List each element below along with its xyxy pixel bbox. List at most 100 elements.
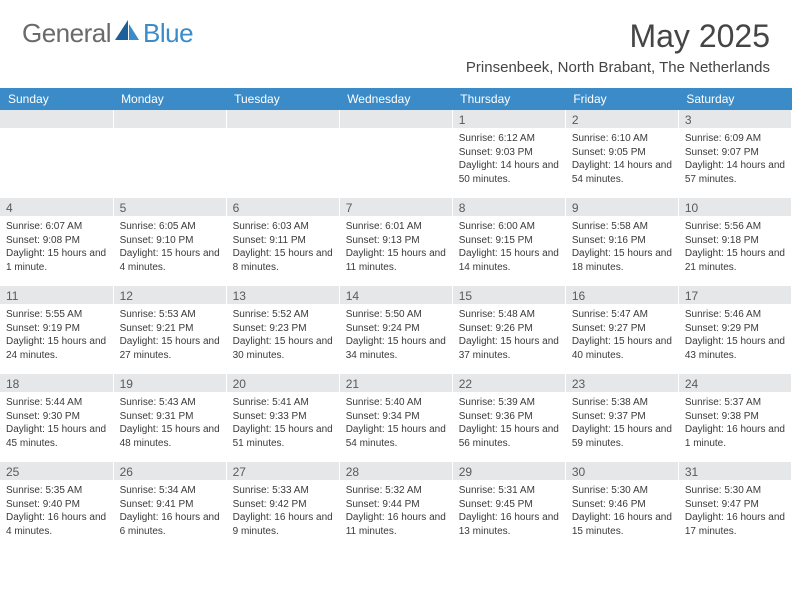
weekday-header: Monday [113,88,226,110]
sunrise-text: Sunrise: 5:58 AM [572,220,672,234]
sunset-text: Sunset: 9:45 PM [459,498,559,512]
calendar-day-cell: 27Sunrise: 5:33 AMSunset: 9:42 PMDayligh… [226,462,339,550]
day-details: Sunrise: 5:38 AMSunset: 9:37 PMDaylight:… [566,392,678,454]
day-details: Sunrise: 5:41 AMSunset: 9:33 PMDaylight:… [227,392,339,454]
sunset-text: Sunset: 9:10 PM [120,234,220,248]
daylight-text: Daylight: 16 hours and 17 minutes. [685,511,785,538]
calendar-day-cell: 21Sunrise: 5:40 AMSunset: 9:34 PMDayligh… [339,374,452,462]
calendar-day-cell [226,110,339,198]
day-number: 21 [340,374,452,392]
month-title: May 2025 [466,18,770,55]
day-details: Sunrise: 6:07 AMSunset: 9:08 PMDaylight:… [0,216,113,278]
calendar-week-row: 11Sunrise: 5:55 AMSunset: 9:19 PMDayligh… [0,286,792,374]
daylight-text: Daylight: 15 hours and 1 minute. [6,247,107,274]
sunrise-text: Sunrise: 5:56 AM [685,220,785,234]
calendar-day-cell: 14Sunrise: 5:50 AMSunset: 9:24 PMDayligh… [339,286,452,374]
sunset-text: Sunset: 9:33 PM [233,410,333,424]
sunrise-text: Sunrise: 6:07 AM [6,220,107,234]
sunrise-text: Sunrise: 5:30 AM [685,484,785,498]
calendar-table: Sunday Monday Tuesday Wednesday Thursday… [0,88,792,550]
calendar-day-cell: 13Sunrise: 5:52 AMSunset: 9:23 PMDayligh… [226,286,339,374]
sunrise-text: Sunrise: 6:00 AM [459,220,559,234]
day-details: Sunrise: 5:48 AMSunset: 9:26 PMDaylight:… [453,304,565,366]
day-number: 14 [340,286,452,304]
day-details: Sunrise: 5:30 AMSunset: 9:46 PMDaylight:… [566,480,678,542]
day-details: Sunrise: 5:31 AMSunset: 9:45 PMDaylight:… [453,480,565,542]
sunrise-text: Sunrise: 5:33 AM [233,484,333,498]
calendar-day-cell: 4Sunrise: 6:07 AMSunset: 9:08 PMDaylight… [0,198,113,286]
day-details: Sunrise: 5:50 AMSunset: 9:24 PMDaylight:… [340,304,452,366]
sunset-text: Sunset: 9:36 PM [459,410,559,424]
sunset-text: Sunset: 9:19 PM [6,322,107,336]
sunrise-text: Sunrise: 5:39 AM [459,396,559,410]
sunset-text: Sunset: 9:21 PM [120,322,220,336]
daylight-text: Daylight: 15 hours and 40 minutes. [572,335,672,362]
sunset-text: Sunset: 9:05 PM [572,146,672,160]
day-details: Sunrise: 5:43 AMSunset: 9:31 PMDaylight:… [114,392,226,454]
sunset-text: Sunset: 9:46 PM [572,498,672,512]
daylight-text: Daylight: 15 hours and 21 minutes. [685,247,785,274]
daylight-text: Daylight: 15 hours and 4 minutes. [120,247,220,274]
day-number: 25 [0,462,113,480]
daylight-text: Daylight: 15 hours and 51 minutes. [233,423,333,450]
calendar-day-cell: 8Sunrise: 6:00 AMSunset: 9:15 PMDaylight… [452,198,565,286]
day-number [227,110,339,128]
calendar-day-cell [113,110,226,198]
sunrise-text: Sunrise: 5:34 AM [120,484,220,498]
sunset-text: Sunset: 9:29 PM [685,322,785,336]
sunrise-text: Sunrise: 6:03 AM [233,220,333,234]
day-number: 30 [566,462,678,480]
day-number: 6 [227,198,339,216]
calendar-day-cell: 26Sunrise: 5:34 AMSunset: 9:41 PMDayligh… [113,462,226,550]
daylight-text: Daylight: 15 hours and 14 minutes. [459,247,559,274]
day-number: 22 [453,374,565,392]
day-number [114,110,226,128]
sunset-text: Sunset: 9:27 PM [572,322,672,336]
calendar-day-cell: 1Sunrise: 6:12 AMSunset: 9:03 PMDaylight… [452,110,565,198]
weekday-header: Wednesday [339,88,452,110]
day-details: Sunrise: 6:09 AMSunset: 9:07 PMDaylight:… [679,128,791,190]
sunrise-text: Sunrise: 5:47 AM [572,308,672,322]
calendar-body: 1Sunrise: 6:12 AMSunset: 9:03 PMDaylight… [0,110,792,550]
day-number: 19 [114,374,226,392]
logo-sail-icon [115,20,141,47]
calendar-day-cell: 3Sunrise: 6:09 AMSunset: 9:07 PMDaylight… [678,110,791,198]
day-details: Sunrise: 5:44 AMSunset: 9:30 PMDaylight:… [0,392,113,454]
day-details [227,128,339,188]
sunrise-text: Sunrise: 5:32 AM [346,484,446,498]
daylight-text: Daylight: 15 hours and 11 minutes. [346,247,446,274]
day-number: 7 [340,198,452,216]
day-number: 15 [453,286,565,304]
weekday-header: Thursday [452,88,565,110]
day-number: 18 [0,374,113,392]
daylight-text: Daylight: 15 hours and 27 minutes. [120,335,220,362]
day-number: 10 [679,198,791,216]
sunset-text: Sunset: 9:47 PM [685,498,785,512]
day-number: 4 [0,198,113,216]
sunrise-text: Sunrise: 5:43 AM [120,396,220,410]
sunrise-text: Sunrise: 5:31 AM [459,484,559,498]
page-header: General Blue May 2025 Prinsenbeek, North… [0,0,792,82]
day-number: 28 [340,462,452,480]
day-number: 23 [566,374,678,392]
sunset-text: Sunset: 9:30 PM [6,410,107,424]
sunrise-text: Sunrise: 5:50 AM [346,308,446,322]
weekday-header-row: Sunday Monday Tuesday Wednesday Thursday… [0,88,792,110]
calendar-day-cell: 11Sunrise: 5:55 AMSunset: 9:19 PMDayligh… [0,286,113,374]
day-details: Sunrise: 5:35 AMSunset: 9:40 PMDaylight:… [0,480,113,542]
daylight-text: Daylight: 15 hours and 48 minutes. [120,423,220,450]
day-number: 8 [453,198,565,216]
daylight-text: Daylight: 15 hours and 30 minutes. [233,335,333,362]
calendar-day-cell: 20Sunrise: 5:41 AMSunset: 9:33 PMDayligh… [226,374,339,462]
calendar-day-cell: 5Sunrise: 6:05 AMSunset: 9:10 PMDaylight… [113,198,226,286]
calendar-day-cell: 9Sunrise: 5:58 AMSunset: 9:16 PMDaylight… [565,198,678,286]
calendar-day-cell [0,110,113,198]
day-number: 5 [114,198,226,216]
sunset-text: Sunset: 9:26 PM [459,322,559,336]
sunrise-text: Sunrise: 5:41 AM [233,396,333,410]
sunrise-text: Sunrise: 6:01 AM [346,220,446,234]
daylight-text: Daylight: 15 hours and 56 minutes. [459,423,559,450]
day-details: Sunrise: 6:10 AMSunset: 9:05 PMDaylight:… [566,128,678,190]
sunrise-text: Sunrise: 5:53 AM [120,308,220,322]
day-details [0,128,113,188]
